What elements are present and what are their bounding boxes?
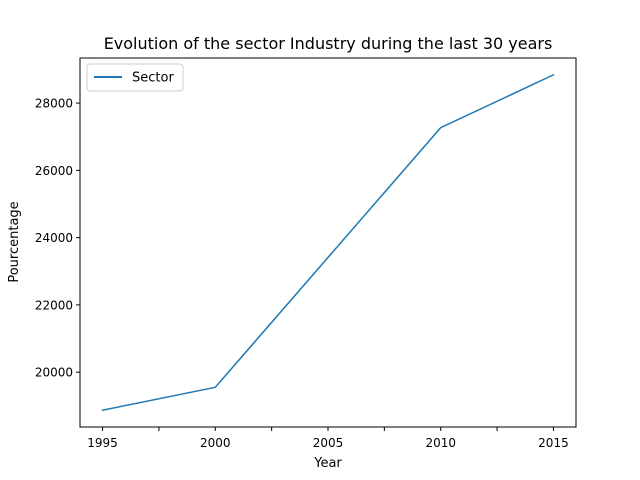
y-tick-label: 24000 xyxy=(35,231,73,245)
x-axis-label: Year xyxy=(313,456,342,471)
legend-label: Sector xyxy=(132,71,174,86)
legend: Sector xyxy=(86,63,184,92)
x-tick-label: 2015 xyxy=(538,436,569,450)
x-tick-label: 2005 xyxy=(313,436,344,450)
y-tick-label: 22000 xyxy=(35,298,73,312)
y-axis-label: Pourcentage xyxy=(7,201,22,282)
x-tick-label: 1995 xyxy=(87,436,118,450)
plot-area-frame xyxy=(79,57,577,428)
x-tick-label: 2000 xyxy=(200,436,231,450)
x-tick-label: 2010 xyxy=(425,436,456,450)
y-tick-label: 28000 xyxy=(35,97,73,111)
y-tick-label: 20000 xyxy=(35,366,73,380)
y-axis: 20000 22000 24000 26000 28000 xyxy=(35,97,80,380)
x-axis: 1995 2000 2005 2010 2015 xyxy=(87,427,569,450)
series-line xyxy=(101,73,555,412)
legend-box xyxy=(86,63,184,92)
series-layer xyxy=(101,73,555,412)
chart-title: Evolution of the sector Industry during … xyxy=(104,34,553,53)
y-tick-label: 26000 xyxy=(35,164,73,178)
